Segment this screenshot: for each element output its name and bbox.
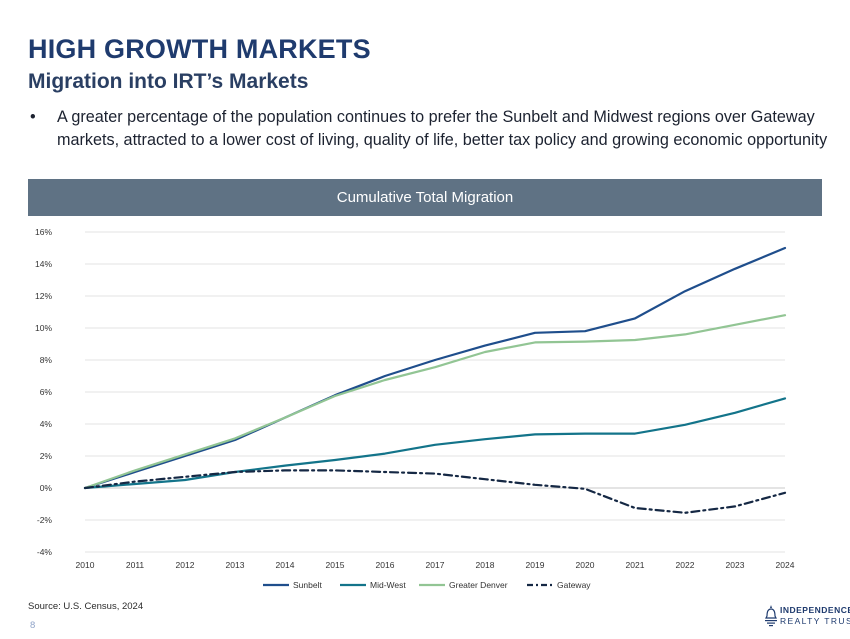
x-tick-label: 2024 <box>776 560 795 570</box>
x-tick-label: 2021 <box>626 560 645 570</box>
y-tick-label: -4% <box>37 547 53 557</box>
bullet-point: • A greater percentage of the population… <box>28 106 828 152</box>
page-title: HIGH GROWTH MARKETS <box>28 34 371 64</box>
x-tick-label: 2013 <box>226 560 245 570</box>
series-line-gateway <box>83 469 787 514</box>
bullet-icon: • <box>30 108 36 126</box>
chart-legend: Sunbelt Mid-West Greater Denver Gateway <box>263 580 591 590</box>
y-tick-label: 4% <box>40 419 53 429</box>
chart-x-axis: 2010 2011 2012 2013 2014 2015 2016 2017 2018 2019… <box>76 560 795 570</box>
x-tick-label: 2010 <box>76 560 95 570</box>
y-tick-label: 12% <box>35 291 52 301</box>
chart-title: Cumulative Total Migration <box>336 189 514 206</box>
logo-bell-icon <box>765 605 777 627</box>
x-tick-label: 2018 <box>476 560 495 570</box>
x-tick-label: 2015 <box>326 560 345 570</box>
y-tick-label: 16% <box>35 227 52 237</box>
y-tick-label: 6% <box>40 387 53 397</box>
logo-line-1: INDEPENDENCE <box>780 605 850 615</box>
y-tick-label: 0% <box>40 483 53 493</box>
x-tick-label: 2017 <box>426 560 445 570</box>
source-note: Source: U.S. Census, 2024 <box>28 601 144 612</box>
series-line-greater-denver <box>83 314 787 490</box>
x-tick-label: 2016 <box>376 560 395 570</box>
legend-label: Sunbelt <box>293 580 322 590</box>
company-logo: INDEPENDENCE REALTY TRUST <box>760 600 850 634</box>
bullet-text: A greater percentage of the population c… <box>57 108 828 149</box>
chart-title-banner: Cumulative Total Migration <box>28 179 822 216</box>
legend-label: Greater Denver <box>449 580 508 590</box>
x-tick-label: 2014 <box>276 560 295 570</box>
y-tick-label: 2% <box>40 451 53 461</box>
chart-gridlines <box>85 231 785 553</box>
migration-line-chart: -4%-2%0%2%4%6%8%10%12%14%16% 2010 2011 201… <box>35 227 795 590</box>
legend-label: Gateway <box>557 580 591 590</box>
x-tick-label: 2020 <box>576 560 595 570</box>
chart-series <box>83 246 787 514</box>
y-tick-label: 14% <box>35 259 52 269</box>
logo-line-2: REALTY TRUST <box>780 616 850 626</box>
series-line-mid-west <box>83 397 787 490</box>
x-tick-label: 2012 <box>176 560 195 570</box>
y-tick-label: 8% <box>40 355 53 365</box>
x-tick-label: 2023 <box>726 560 745 570</box>
legend-label: Mid-West <box>370 580 406 590</box>
series-line-sunbelt <box>83 246 787 490</box>
page-number: 8 <box>30 620 36 631</box>
x-tick-label: 2019 <box>526 560 545 570</box>
chart-y-axis: -4% -2% 0% 2% 4% 6% 8% 10% 12% 14% 16% <box>35 227 52 557</box>
page-subtitle: Migration into IRT’s Markets <box>28 70 309 93</box>
x-tick-label: 2011 <box>126 560 145 570</box>
logo-wordmark: INDEPENDENCE REALTY TRUST <box>780 605 850 627</box>
y-tick-label: 10% <box>35 323 52 333</box>
y-tick-label: -2% <box>37 515 53 525</box>
x-tick-label: 2022 <box>676 560 695 570</box>
